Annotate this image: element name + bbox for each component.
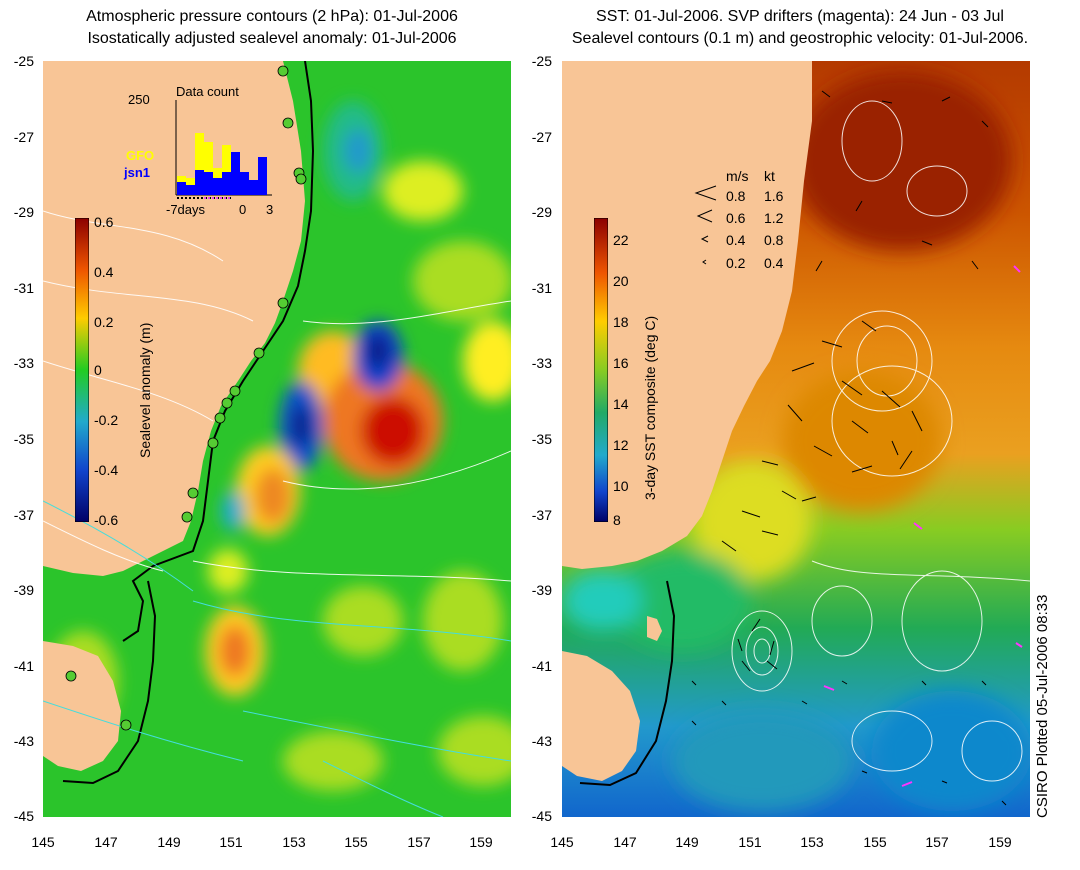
left-colorbar <box>75 218 89 522</box>
left-map-panel[interactable] <box>43 61 511 817</box>
sst-map <box>562 61 1030 817</box>
velocity-legend-header-kt: kt <box>764 168 775 184</box>
velocity-legend-kt-2: 0.8 <box>764 232 784 248</box>
right-colorbar-tick: 22 <box>613 232 629 248</box>
y-tick-label: -41 <box>531 658 552 674</box>
plot-timestamp-footer: CSIRO Plotted 05-Jul-2006 08:33 <box>1034 594 1051 818</box>
velocity-legend-ms-3: 0.2 <box>726 255 746 271</box>
y-tick-label: -29 <box>13 204 34 220</box>
inset-xlabel-zero: 0 <box>239 202 247 217</box>
right-map-panel[interactable] <box>562 61 1030 817</box>
right-colorbar-tick: 18 <box>613 314 629 330</box>
left-colorbar-tick: 0.4 <box>94 264 114 280</box>
x-tick-label: 145 <box>31 834 55 850</box>
y-tick-label: -45 <box>531 808 552 824</box>
velocity-legend-arrows <box>694 185 717 265</box>
x-tick-label: 153 <box>282 834 306 850</box>
x-tick-label: 151 <box>219 834 243 850</box>
y-tick-label: -43 <box>531 733 552 749</box>
y-tick-label: -39 <box>13 582 34 598</box>
right-title-line1: SST: 01-Jul-2006. SVP drifters (magenta)… <box>596 8 1004 25</box>
y-tick-label: -31 <box>531 280 552 296</box>
y-tick-label: -33 <box>531 355 552 371</box>
inset-xlabel-start: -7days <box>166 202 206 217</box>
left-colorbar-tick: -0.2 <box>94 412 119 428</box>
inset-data-count-chart <box>175 100 272 199</box>
x-tick-label: 157 <box>407 834 431 850</box>
right-colorbar-label: 3-day SST composite (deg C) <box>642 315 658 500</box>
y-tick-label: -27 <box>13 129 34 145</box>
velocity-legend-ms-2: 0.4 <box>726 232 746 248</box>
x-tick-label: 155 <box>344 834 368 850</box>
right-colorbar-tick: 16 <box>613 355 629 371</box>
x-tick-label: 147 <box>94 834 118 850</box>
y-tick-label: -25 <box>13 53 34 69</box>
velocity-legend-ms-0: 0.8 <box>726 188 746 204</box>
velocity-legend-kt-1: 1.2 <box>764 210 784 226</box>
y-tick-label: -25 <box>531 53 552 69</box>
y-tick-label: -31 <box>13 280 34 296</box>
x-tick-label: 151 <box>738 834 762 850</box>
inset-title: Data count <box>176 84 239 99</box>
x-tick-label: 159 <box>469 834 493 850</box>
inset-legend-gfo: GFO <box>126 148 155 163</box>
x-tick-label: 155 <box>863 834 887 850</box>
velocity-legend-kt-3: 0.4 <box>764 255 784 271</box>
y-tick-label: -37 <box>531 507 552 523</box>
right-colorbar <box>594 218 608 522</box>
y-tick-label: -39 <box>531 582 552 598</box>
x-tick-label: 149 <box>157 834 181 850</box>
x-tick-label: 153 <box>800 834 824 850</box>
right-colorbar-tick: 14 <box>613 396 629 412</box>
left-title-line2: Isostatically adjusted sealevel anomaly:… <box>87 30 457 47</box>
y-tick-label: -35 <box>13 431 34 447</box>
left-title-line1: Atmospheric pressure contours (2 hPa): 0… <box>86 8 458 25</box>
x-tick-label: 157 <box>925 834 949 850</box>
x-tick-label: 147 <box>613 834 637 850</box>
sealevel-anomaly-map <box>43 61 511 817</box>
y-tick-label: -33 <box>13 355 34 371</box>
right-colorbar-tick: 10 <box>613 478 629 494</box>
x-tick-label: 149 <box>675 834 699 850</box>
y-tick-label: -37 <box>13 507 34 523</box>
left-colorbar-tick: -0.4 <box>94 462 119 478</box>
left-colorbar-tick: 0 <box>94 362 102 378</box>
y-tick-label: -43 <box>13 733 34 749</box>
y-tick-label: -45 <box>13 808 34 824</box>
y-tick-label: -41 <box>13 658 34 674</box>
y-tick-label: -35 <box>531 431 552 447</box>
x-tick-label: 159 <box>988 834 1012 850</box>
left-colorbar-tick: -0.6 <box>94 512 119 528</box>
y-tick-label: -29 <box>531 204 552 220</box>
velocity-legend-kt-0: 1.6 <box>764 188 784 204</box>
right-colorbar-tick: 8 <box>613 512 621 528</box>
x-tick-label: 145 <box>550 834 574 850</box>
velocity-legend-header-ms: m/s <box>726 168 749 184</box>
inset-xlabel-end: 3 <box>266 202 274 217</box>
right-colorbar-tick: 20 <box>613 273 629 289</box>
inset-ymax: 250 <box>128 92 150 107</box>
velocity-legend-ms-1: 0.6 <box>726 210 746 226</box>
right-title-line2: Sealevel contours (0.1 m) and geostrophi… <box>571 30 1029 47</box>
left-colorbar-label: Sealevel anomaly (m) <box>137 322 153 458</box>
y-tick-label: -27 <box>531 129 552 145</box>
left-colorbar-tick: 0.6 <box>94 214 114 230</box>
left-colorbar-tick: 0.2 <box>94 314 114 330</box>
inset-legend-jsn1: jsn1 <box>124 165 151 180</box>
right-colorbar-tick: 12 <box>613 437 629 453</box>
